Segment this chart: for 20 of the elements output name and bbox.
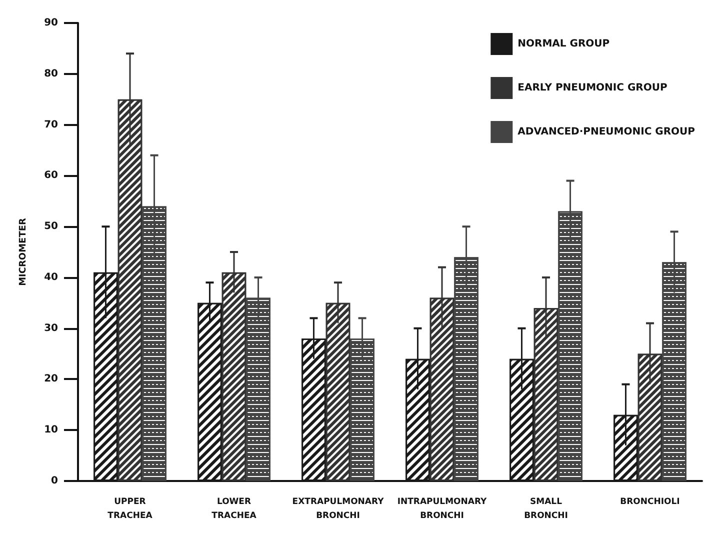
y-axis-title: MICROMETER — [18, 218, 28, 286]
legend-label: NORMAL GROUP — [518, 38, 610, 50]
y-tick-label: 20 — [44, 374, 58, 385]
y-tick-label: 60 — [44, 170, 58, 182]
y-tick-label: 10 — [44, 424, 58, 436]
y-tick-label: 50 — [44, 221, 58, 232]
x-tick-label: BRONCHIOLI — [620, 497, 680, 507]
x-tick-label: LOWER TRACHEA — [212, 497, 257, 521]
y-tick-label: 70 — [44, 119, 58, 130]
y-tick-label: 40 — [44, 272, 58, 283]
x-tick-label: INTRAPULMONARY BRONCHI — [397, 497, 488, 521]
x-tick-label: EXTRAPULMONARY BRONCHI — [292, 497, 385, 521]
y-tick-label: 30 — [44, 322, 58, 334]
x-tick-label: SMALL BRONCHI — [524, 497, 568, 521]
y-tick-label: 90 — [44, 18, 58, 28]
legend-label: ADVANCED·PNEUMONIC GROUP — [518, 126, 696, 138]
legend-label: EARLY PNEUMONIC GROUP — [518, 82, 668, 94]
x-tick-label: UPPER TRACHEA — [108, 497, 153, 521]
y-tick-label: 80 — [44, 68, 58, 80]
y-tick-label: 0 — [51, 476, 58, 486]
